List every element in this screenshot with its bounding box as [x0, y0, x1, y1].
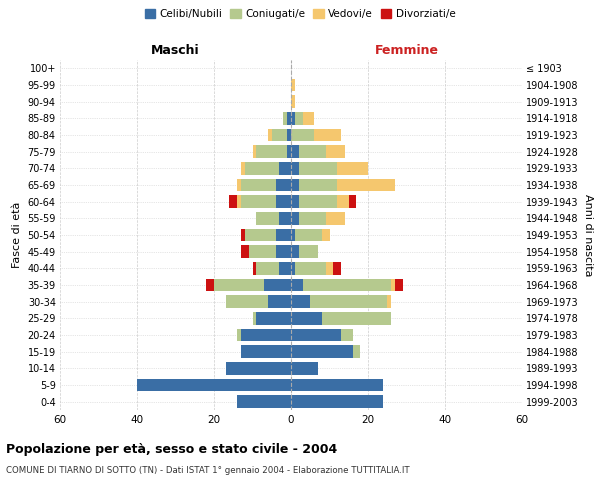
Bar	[334, 262, 341, 274]
Bar	[299, 212, 326, 224]
Bar	[349, 196, 356, 208]
Bar	[283, 112, 287, 124]
Bar	[322, 229, 329, 241]
Bar	[326, 212, 345, 224]
Bar	[245, 162, 280, 174]
Bar	[291, 362, 318, 374]
Bar	[272, 129, 287, 141]
Bar	[291, 96, 295, 108]
Bar	[280, 262, 291, 274]
Bar	[291, 296, 310, 308]
Bar	[275, 246, 291, 258]
Bar	[241, 229, 245, 241]
Bar	[241, 162, 245, 174]
Bar	[299, 146, 326, 158]
Text: COMUNE DI TIARNO DI SOTTO (TN) - Dati ISTAT 1° gennaio 2004 - Elaborazione TUTTI: COMUNE DI TIARNO DI SOTTO (TN) - Dati IS…	[6, 466, 410, 475]
Bar	[299, 162, 337, 174]
Bar	[237, 196, 241, 208]
Bar	[302, 112, 314, 124]
Bar	[291, 129, 314, 141]
Y-axis label: Fasce di età: Fasce di età	[12, 202, 22, 268]
Bar	[326, 146, 345, 158]
Bar	[314, 129, 341, 141]
Bar	[287, 146, 291, 158]
Bar	[253, 146, 256, 158]
Bar	[237, 329, 241, 341]
Bar	[226, 362, 291, 374]
Bar	[291, 312, 322, 324]
Bar	[248, 246, 275, 258]
Bar	[264, 279, 291, 291]
Bar	[291, 329, 341, 341]
Bar	[291, 212, 299, 224]
Bar	[291, 179, 299, 192]
Bar	[291, 112, 295, 124]
Bar	[241, 196, 275, 208]
Bar	[291, 162, 299, 174]
Text: Femmine: Femmine	[374, 44, 439, 58]
Bar	[291, 279, 302, 291]
Bar	[299, 246, 318, 258]
Bar	[295, 112, 302, 124]
Bar	[256, 312, 291, 324]
Bar	[253, 312, 256, 324]
Bar	[341, 329, 353, 341]
Bar	[275, 229, 291, 241]
Text: Popolazione per età, sesso e stato civile - 2004: Popolazione per età, sesso e stato civil…	[6, 442, 337, 456]
Bar	[206, 279, 214, 291]
Text: Maschi: Maschi	[151, 44, 200, 58]
Bar	[291, 79, 295, 92]
Legend: Celibi/Nubili, Coniugati/e, Vedovi/e, Divorziati/e: Celibi/Nubili, Coniugati/e, Vedovi/e, Di…	[140, 5, 460, 24]
Bar	[268, 296, 291, 308]
Bar	[395, 279, 403, 291]
Bar	[291, 229, 295, 241]
Bar	[280, 212, 291, 224]
Bar	[299, 196, 337, 208]
Bar	[295, 262, 326, 274]
Bar	[287, 112, 291, 124]
Bar	[268, 129, 272, 141]
Bar	[245, 229, 275, 241]
Bar	[253, 262, 256, 274]
Bar	[275, 196, 291, 208]
Bar	[291, 396, 383, 408]
Bar	[391, 279, 395, 291]
Bar	[241, 179, 275, 192]
Bar	[291, 196, 299, 208]
Bar	[280, 162, 291, 174]
Bar	[229, 196, 237, 208]
Bar	[287, 129, 291, 141]
Y-axis label: Anni di nascita: Anni di nascita	[583, 194, 593, 276]
Bar	[275, 179, 291, 192]
Bar	[237, 179, 241, 192]
Bar	[214, 279, 264, 291]
Bar	[291, 262, 295, 274]
Bar	[237, 396, 291, 408]
Bar	[241, 329, 291, 341]
Bar	[322, 312, 391, 324]
Bar	[256, 262, 280, 274]
Bar	[256, 212, 280, 224]
Bar	[241, 346, 291, 358]
Bar	[241, 246, 248, 258]
Bar	[337, 196, 349, 208]
Bar	[299, 179, 337, 192]
Bar	[226, 296, 268, 308]
Bar	[295, 229, 322, 241]
Bar	[387, 296, 391, 308]
Bar	[291, 379, 383, 391]
Bar	[310, 296, 387, 308]
Bar	[326, 262, 334, 274]
Bar	[302, 279, 391, 291]
Bar	[337, 162, 368, 174]
Bar	[256, 146, 287, 158]
Bar	[353, 346, 360, 358]
Bar	[337, 179, 395, 192]
Bar	[291, 246, 299, 258]
Bar	[291, 346, 353, 358]
Bar	[291, 146, 299, 158]
Bar	[137, 379, 291, 391]
